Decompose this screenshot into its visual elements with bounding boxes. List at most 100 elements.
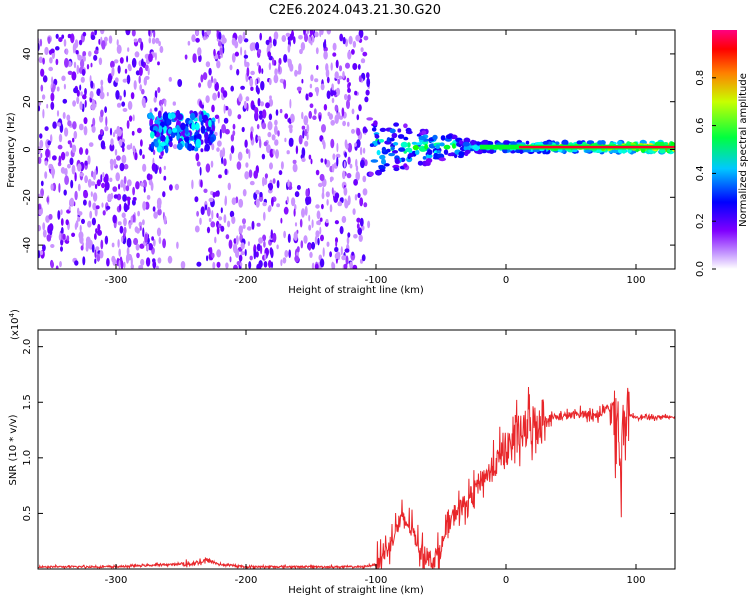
heatmap-cell: [92, 117, 96, 127]
heatmap-cell: [41, 94, 46, 100]
heatmap-cell: [151, 37, 156, 45]
heatmap-cell: [89, 210, 93, 219]
heatmap-cell: [347, 88, 351, 93]
heatmap-cell: [123, 163, 129, 170]
heatmap-cell: [69, 157, 74, 166]
heatmap-cell: [80, 104, 83, 110]
x-tick-label: 100: [626, 575, 645, 586]
heatmap-cell: [180, 122, 186, 131]
heatmap-cell: [263, 261, 268, 268]
heatmap-cell: [352, 208, 356, 216]
heatmap-cell: [347, 142, 353, 153]
heatmap-cell: [56, 110, 60, 117]
heatmap-cell: [274, 68, 278, 76]
heatmap-cell: [208, 67, 212, 76]
heatmap-cell: [82, 31, 87, 37]
heatmap-cell: [148, 37, 152, 44]
heatmap-cell: [353, 179, 358, 186]
heatmap-cell: [143, 186, 146, 193]
heatmap-cell: [562, 139, 569, 146]
heatmap-cell: [213, 78, 217, 84]
heatmap-cell: [331, 261, 335, 269]
heatmap-cell: [473, 145, 480, 152]
heatmap-cell: [359, 197, 364, 207]
heatmap-cell: [142, 219, 145, 226]
heatmap-cell: [379, 154, 386, 160]
heatmap-cell: [112, 186, 118, 192]
heatmap-cell: [80, 58, 85, 69]
colorbar-ticks: 0.0 0.2 0.4 0.6 0.8: [695, 70, 716, 277]
heatmap-cell: [189, 112, 196, 121]
heatmap-cell: [192, 53, 197, 63]
heatmap-cell: [355, 158, 358, 168]
heatmap-cell: [109, 177, 113, 182]
heatmap-cell: [270, 261, 274, 269]
heatmap-cell: [145, 257, 151, 267]
heatmap-cell: [87, 178, 92, 188]
heatmap-cell: [150, 131, 155, 139]
heatmap-cell: [196, 210, 200, 217]
heatmap-cell: [138, 221, 143, 227]
heatmap-cell: [164, 99, 167, 107]
heatmap-cell: [132, 145, 136, 153]
heatmap-cell: [343, 263, 348, 269]
heatmap-cell: [259, 138, 262, 149]
heatmap-cell: [256, 87, 260, 95]
heatmap-cell: [238, 198, 244, 208]
heatmap-cell: [205, 95, 210, 103]
heatmap-cell: [126, 55, 129, 63]
heatmap-cell: [100, 239, 104, 250]
heatmap-cell: [119, 225, 124, 234]
heatmap-cell: [62, 98, 68, 104]
heatmap-cell: [433, 152, 439, 159]
heatmap-cell: [42, 244, 46, 252]
heatmap-cell: [214, 114, 220, 120]
heatmap-cell: [104, 106, 107, 113]
y-tick-label: -20: [22, 189, 33, 205]
heatmap-cell: [317, 237, 320, 246]
heatmap-cell: [271, 134, 276, 141]
heatmap-cell: [219, 149, 223, 159]
heatmap-cell: [163, 175, 167, 181]
heatmap-cell: [59, 261, 62, 268]
heatmap-cell: [84, 175, 88, 184]
heatmap-cell: [398, 147, 406, 152]
heatmap-cell: [139, 84, 142, 92]
heatmap-cell: [249, 42, 254, 52]
heatmap-cell: [227, 182, 231, 191]
heatmap-cell: [272, 38, 277, 47]
heatmap-cell: [200, 206, 205, 216]
heatmap-cell: [257, 97, 261, 107]
heatmap-cell: [125, 196, 131, 201]
x-tick-label: 0: [503, 275, 509, 286]
heatmap-cell: [356, 217, 361, 223]
heatmap-cell: [259, 32, 263, 41]
heatmap-cell: [50, 48, 55, 54]
heatmap-cell: [133, 38, 138, 43]
heatmap-cell: [311, 35, 315, 43]
heatmap-cell: [135, 181, 140, 190]
heatmap-cell: [351, 251, 355, 256]
heatmap-cell: [269, 247, 273, 256]
heatmap-cell: [322, 247, 325, 258]
heatmap-cell: [75, 220, 79, 228]
heatmap-cell: [121, 212, 126, 218]
heatmap-cell: [126, 179, 132, 187]
heatmap-cell: [306, 124, 310, 133]
heatmap-cell: [116, 39, 119, 46]
heatmap-cell: [365, 89, 370, 96]
heatmap-cell: [50, 134, 53, 143]
heatmap-cell: [242, 189, 247, 197]
heatmap-cell: [255, 198, 260, 208]
heatmap-cell: [95, 246, 100, 251]
heatmap-cell: [330, 62, 333, 71]
heatmap-cell: [242, 218, 246, 225]
heatmap-cell: [159, 142, 166, 147]
heatmap-cell: [221, 124, 227, 134]
x-tick-label: -300: [105, 275, 128, 286]
heatmap-cell: [315, 169, 320, 176]
heatmap-cell: [304, 33, 308, 42]
snr-line: [38, 386, 675, 569]
heatmap-cell: [267, 206, 271, 213]
heatmap-cell: [219, 47, 223, 56]
